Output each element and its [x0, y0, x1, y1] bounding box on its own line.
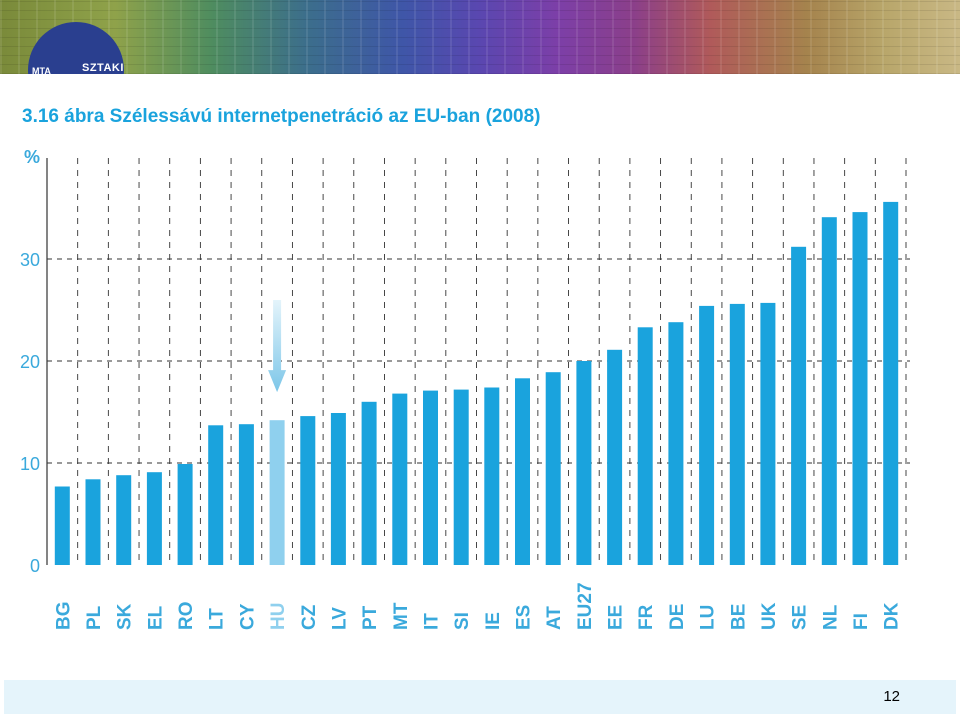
x-tick-label-pt: PT — [360, 605, 381, 630]
x-tick-label-fi: FI — [851, 613, 872, 630]
bar-chart: 3.16 ábra Szélessávú internetpenetráció … — [20, 106, 910, 630]
x-tick-label-fr: FR — [636, 604, 657, 630]
bar-lv — [330, 413, 346, 565]
bar-ro — [177, 464, 193, 565]
bar-lt — [208, 425, 224, 565]
y-tick-label: 0 — [30, 556, 40, 576]
bar-fi — [852, 212, 868, 565]
header-banner: MTA SZTAKI — [0, 0, 960, 74]
x-tick-label-nl: NL — [820, 604, 841, 630]
x-tick-label-mt: MT — [391, 602, 412, 630]
footer-bar — [4, 680, 956, 714]
bar-be — [729, 303, 745, 565]
bar-se — [791, 246, 807, 566]
bar-bg — [54, 486, 70, 565]
bar-pl — [85, 479, 101, 565]
x-tick-label-lv: LV — [329, 607, 350, 630]
x-tick-label-uk: UK — [759, 602, 780, 630]
bar-de — [668, 322, 684, 565]
bar-ie — [484, 387, 500, 565]
x-tick-label-cz: CZ — [299, 604, 320, 630]
x-tick-label-pl: PL — [84, 605, 105, 630]
x-tick-label-bg: BG — [53, 602, 74, 631]
x-tick-label-lu: LU — [698, 605, 719, 630]
bar-ee — [607, 349, 623, 565]
x-tick-labels: BG PL SK EL RO LT CY HU CZ LV PT MT IT SI IE ES AT EU27 EE… — [53, 582, 902, 630]
y-tick-label: 10 — [20, 454, 40, 474]
bar-si — [453, 389, 469, 565]
bar-dk — [883, 201, 899, 565]
bar-cz — [300, 416, 316, 565]
grid-lines — [46, 158, 910, 565]
bar-sk — [116, 475, 132, 565]
y-tick-labels: 0 10 20 30 — [20, 250, 40, 576]
bar-hu — [269, 420, 285, 565]
x-tick-label-se: SE — [790, 605, 811, 630]
logo-text-left: MTA — [32, 66, 51, 74]
down-arrow-icon — [268, 300, 287, 393]
bar-at — [545, 372, 561, 565]
y-tick-label: 20 — [20, 352, 40, 372]
x-tick-label-de: DE — [667, 604, 688, 630]
logo-text: SZTAKI — [82, 62, 124, 74]
y-tick-label: 30 — [20, 250, 40, 270]
x-tick-label-si: SI — [452, 612, 473, 630]
x-tick-label-ee: EE — [606, 605, 627, 630]
bar-nl — [821, 217, 837, 565]
bar-fr — [637, 327, 653, 565]
bars — [54, 201, 899, 566]
x-tick-label-ro: RO — [176, 602, 197, 631]
x-tick-label-be: BE — [728, 604, 749, 630]
y-axis-unit-label: % — [24, 147, 40, 167]
bar-lu — [699, 305, 715, 565]
x-tick-label-it: IT — [422, 613, 443, 630]
bar-es — [515, 378, 530, 565]
bar-it — [423, 390, 438, 565]
x-tick-label-lt: LT — [207, 608, 228, 630]
x-tick-label-el: EL — [145, 605, 166, 630]
chart-title: 3.16 ábra Szélessávú internetpenetráció … — [22, 106, 541, 127]
x-tick-label-eu27: EU27 — [575, 582, 596, 630]
x-tick-label-ie: IE — [483, 612, 504, 630]
page-number: 12 — [883, 688, 900, 705]
x-tick-label-cy: CY — [237, 603, 258, 630]
x-tick-label-sk: SK — [115, 603, 136, 630]
x-tick-label-dk: DK — [882, 602, 903, 630]
x-tick-label-es: ES — [514, 605, 535, 630]
banner-texture — [0, 0, 960, 74]
x-tick-label-hu: HU — [268, 603, 289, 630]
bar-el — [146, 472, 162, 565]
highlight-arrow — [268, 300, 287, 393]
bar-uk — [760, 302, 776, 565]
bar-mt — [392, 393, 408, 565]
bar-pt — [361, 401, 377, 565]
x-tick-label-at: AT — [544, 606, 565, 630]
bar-eu27 — [576, 361, 592, 565]
bar-cy — [238, 424, 254, 565]
